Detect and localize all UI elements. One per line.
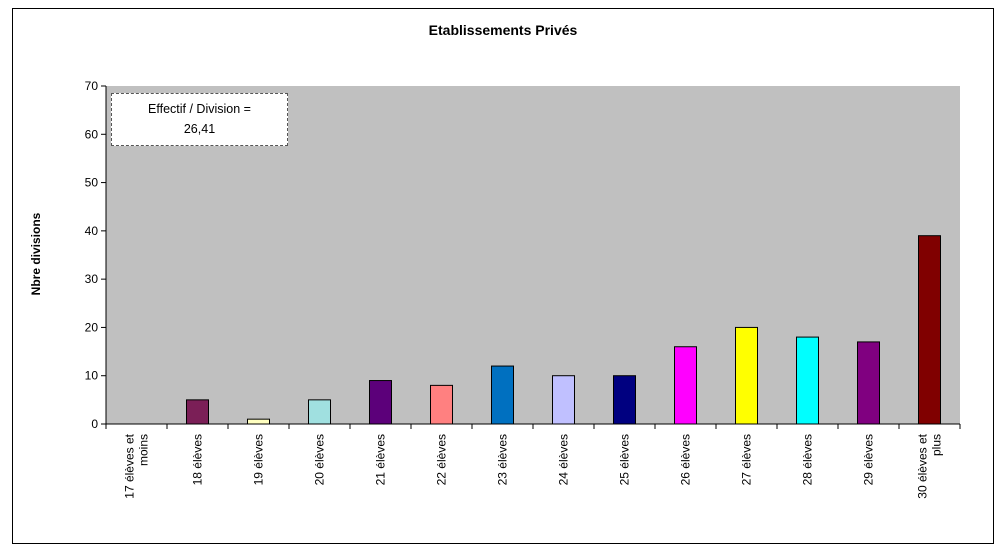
x-tick-label: 22 élèves <box>435 434 449 485</box>
y-tick-label: 50 <box>85 176 99 190</box>
y-tick-label: 20 <box>85 320 99 334</box>
x-tick-label: 26 élèves <box>679 434 693 485</box>
x-tick-label-line: plus <box>930 434 944 456</box>
x-tick-label: 30 élèves et plus <box>916 433 944 498</box>
x-tick-label: 24 élèves <box>557 434 571 485</box>
annotation-box: Effectif / Division = 26,41 <box>111 93 288 146</box>
x-tick-label-line: 20 élèves <box>313 434 327 485</box>
x-tick-label-line: 22 élèves <box>435 434 449 485</box>
x-tick-label: 19 élèves <box>252 434 266 485</box>
bar <box>491 365 514 425</box>
x-tick-label-line: 19 élèves <box>252 434 266 485</box>
bar <box>796 336 819 425</box>
bar <box>674 346 697 425</box>
annotation-line-2: 26,41 <box>183 122 216 136</box>
x-tick-label-line: 23 élèves <box>496 434 510 485</box>
x-tick-label-line: 26 élèves <box>679 434 693 485</box>
x-tick-label: 29 élèves <box>862 434 876 485</box>
x-tick-label: 27 élèves <box>740 434 754 485</box>
bar <box>857 341 880 425</box>
x-tick-label: 20 élèves <box>313 434 327 485</box>
y-tick-label: 60 <box>85 127 99 141</box>
x-tick-label: 21 élèves <box>374 434 388 485</box>
x-tick-label-line: 18 élèves <box>191 434 205 485</box>
x-tick-label-line: 27 élèves <box>740 434 754 485</box>
x-tick-label: 18 élèves <box>191 434 205 485</box>
x-tick-label-line: 17 élèves et <box>123 433 137 498</box>
x-tick-label: 17 élèves et moins <box>123 433 151 498</box>
x-tick-label: 23 élèves <box>496 434 510 485</box>
y-tick-label: 70 <box>85 79 99 93</box>
x-tick-label-line: 30 élèves et <box>916 433 930 498</box>
y-tick-label: 40 <box>85 224 99 238</box>
bar <box>430 384 453 425</box>
annotation-line-1: Effectif / Division = <box>148 102 251 116</box>
y-tick-label: 0 <box>91 417 98 431</box>
x-tick-label-line: 29 élèves <box>862 434 876 485</box>
x-tick-label-line: 21 élèves <box>374 434 388 485</box>
y-axis-label: Nbre divisions <box>29 212 43 296</box>
bar <box>186 399 209 425</box>
bar <box>918 235 941 425</box>
bar <box>735 326 758 425</box>
y-tick-label: 30 <box>85 272 99 286</box>
bar <box>613 375 636 425</box>
bar <box>308 399 331 425</box>
bar <box>369 380 392 425</box>
x-tick-label-line: 24 élèves <box>557 434 571 485</box>
chart-title: Etablissements Privés <box>428 22 578 38</box>
x-tick-label: 28 élèves <box>801 434 815 485</box>
x-tick-label: 25 élèves <box>618 434 632 485</box>
bar <box>247 418 270 425</box>
x-tick-label-line: 25 élèves <box>618 434 632 485</box>
bar <box>552 375 575 425</box>
x-tick-label-line: moins <box>137 434 151 466</box>
x-tick-label-line: 28 élèves <box>801 434 815 485</box>
y-tick-label: 10 <box>85 369 99 383</box>
